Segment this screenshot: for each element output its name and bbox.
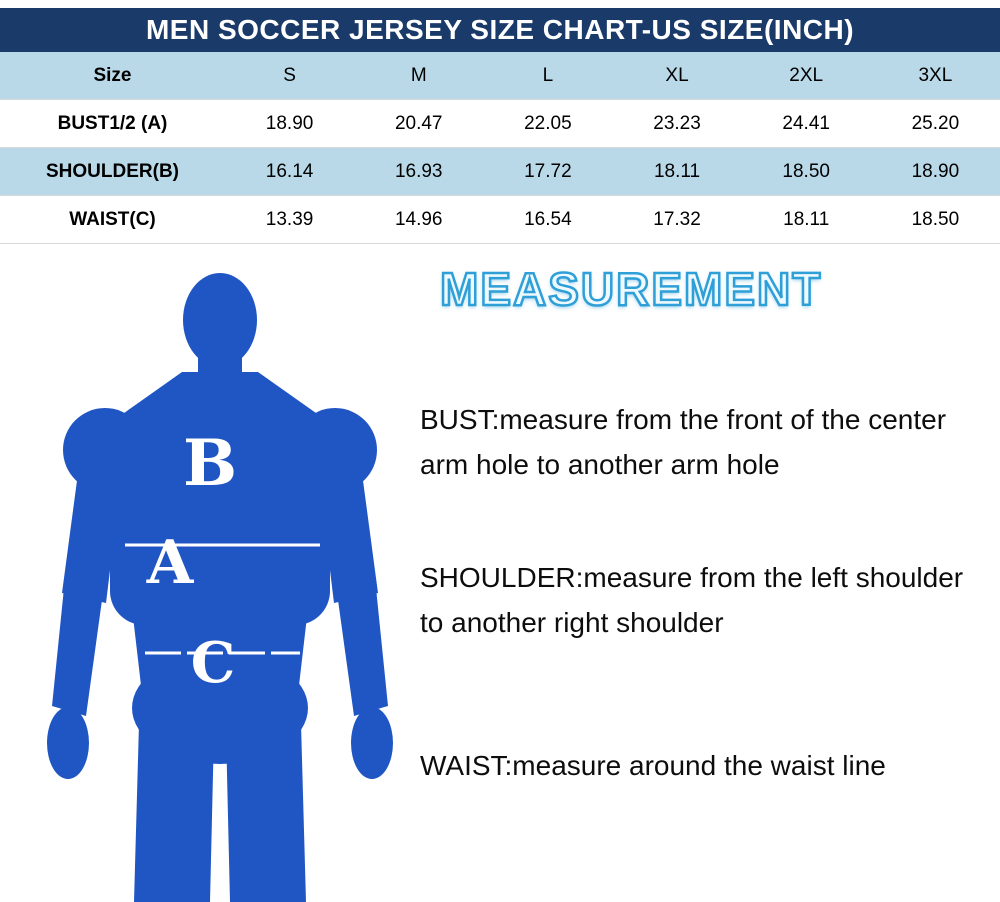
body-silhouette xyxy=(47,273,393,902)
column-header-xl: XL xyxy=(612,52,742,100)
size-chart-table: Size S M L XL 2XL 3XL BUST1/2 (A) 18.90 … xyxy=(0,52,1000,244)
column-header-size: Size xyxy=(0,52,225,100)
body-silhouette-graphic: B A C xyxy=(47,273,393,902)
cell-value: 16.54 xyxy=(483,195,613,244)
shoulder-instruction: SHOULDER:measure from the left shoulder … xyxy=(420,562,964,638)
cell-value: 17.72 xyxy=(483,147,613,196)
bust-instruction: BUST:measure from the front of the cente… xyxy=(420,404,947,480)
cell-value: 17.32 xyxy=(612,195,742,244)
bust-marker-a: A xyxy=(146,528,195,598)
cell-value: 18.11 xyxy=(741,195,871,244)
row-label-bust: BUST1/2 (A) xyxy=(0,99,225,148)
table-row-bust: BUST1/2 (A) 18.90 20.47 22.05 23.23 24.4… xyxy=(0,99,1000,148)
waist-instruction: WAIST:measure around the waist line xyxy=(420,750,886,781)
cell-value: 18.90 xyxy=(870,147,1000,196)
table-row-shoulder: SHOULDER(B) 16.14 16.93 17.72 18.11 18.5… xyxy=(0,147,1000,196)
cell-value: 16.14 xyxy=(225,147,355,196)
row-label-shoulder: SHOULDER(B) xyxy=(0,147,225,196)
cell-value: 18.90 xyxy=(225,99,355,148)
cell-value: 18.50 xyxy=(870,195,1000,244)
row-label-waist: WAIST(C) xyxy=(0,195,225,244)
column-header-m: M xyxy=(354,52,484,100)
shoulder-marker-b: B xyxy=(183,426,237,501)
cell-value: 13.39 xyxy=(225,195,355,244)
header-bar: MEN SOCCER JERSEY SIZE CHART-US SIZE(INC… xyxy=(0,8,1000,52)
cell-value: 20.47 xyxy=(354,99,484,148)
cell-value: 16.93 xyxy=(354,147,484,196)
body-figure: B A C xyxy=(10,258,430,902)
column-header-s: S xyxy=(225,52,355,100)
column-header-3xl: 3XL xyxy=(870,52,1000,100)
table-header-row: Size S M L XL 2XL 3XL xyxy=(0,52,1000,100)
cell-value: 23.23 xyxy=(612,99,742,148)
cell-value: 18.11 xyxy=(612,147,742,196)
cell-value: 24.41 xyxy=(741,99,871,148)
cell-value: 18.50 xyxy=(741,147,871,196)
column-header-l: L xyxy=(483,52,613,100)
table-row-waist: WAIST(C) 13.39 14.96 16.54 17.32 18.11 1… xyxy=(0,195,1000,244)
cell-value: 22.05 xyxy=(483,99,613,148)
measurement-title: MEASUREMENT xyxy=(439,262,823,317)
column-header-2xl: 2XL xyxy=(741,52,871,100)
cell-value: 14.96 xyxy=(354,195,484,244)
page-title: MEN SOCCER JERSEY SIZE CHART-US SIZE(INC… xyxy=(145,14,855,45)
cell-value: 25.20 xyxy=(870,99,1000,148)
waist-marker-c: C xyxy=(191,630,236,696)
